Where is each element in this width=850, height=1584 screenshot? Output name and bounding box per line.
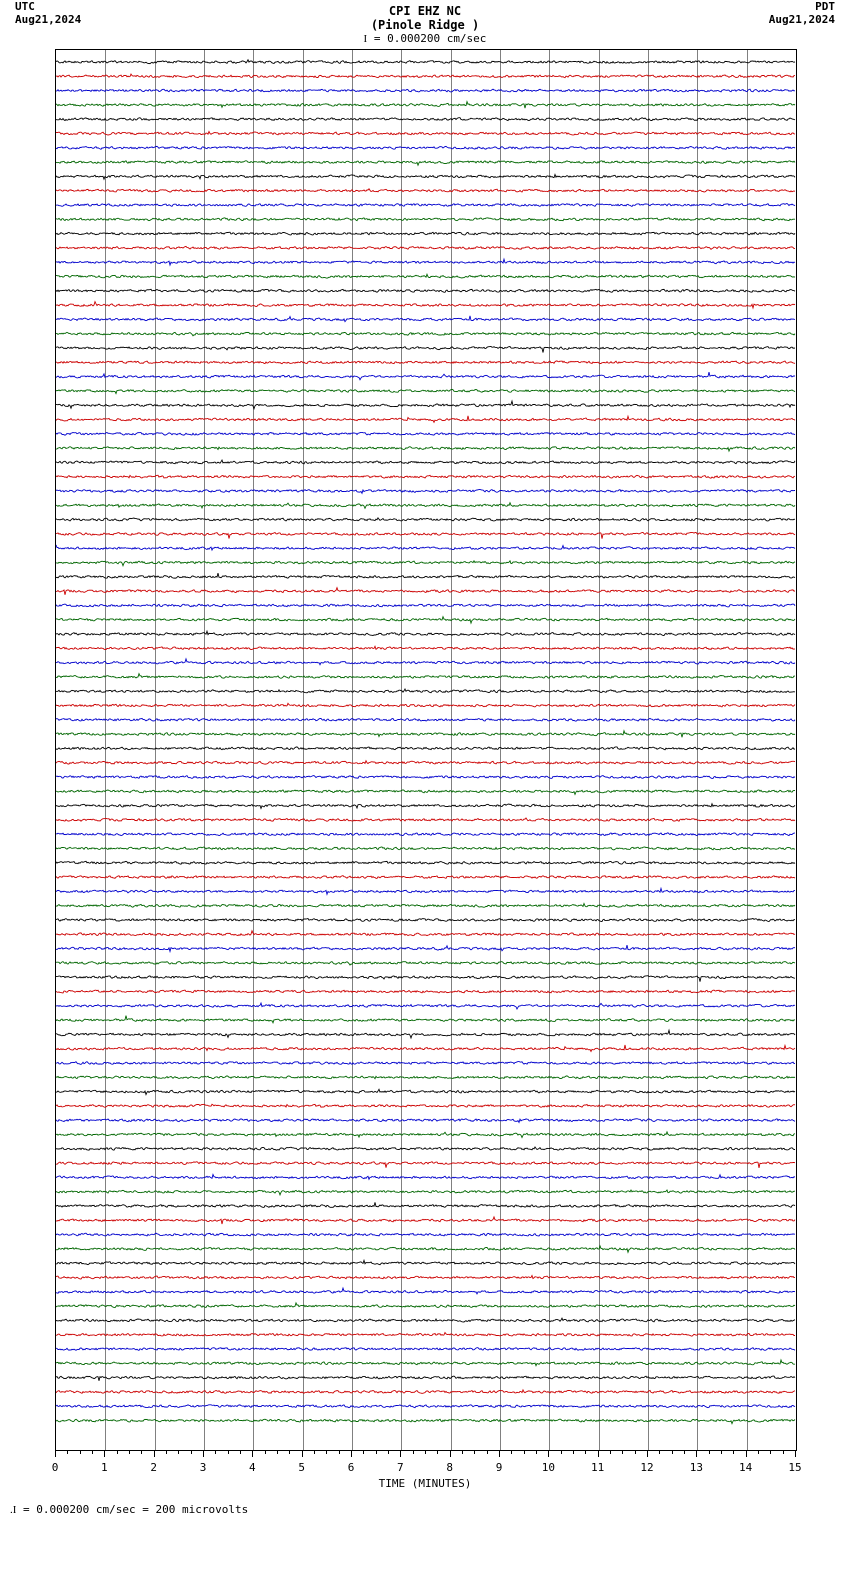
- scale-indicator: I = 0.000200 cm/sec: [0, 32, 850, 45]
- x-tick-label: 13: [690, 1461, 703, 1474]
- x-tick-label: 9: [496, 1461, 503, 1474]
- helicorder-chart: 07:0000:1508:0001:1509:0002:1510:0003:15…: [55, 49, 797, 1451]
- x-tick-label: 8: [446, 1461, 453, 1474]
- x-tick-label: 14: [739, 1461, 752, 1474]
- title-line1: CPI EHZ NC: [371, 4, 479, 18]
- seismogram-container: UTC Aug21,2024 CPI EHZ NC (Pinole Ridge …: [0, 0, 850, 1522]
- footer-scale: .I = 0.000200 cm/sec = 200 microvolts: [0, 1497, 850, 1522]
- x-tick-label: 2: [150, 1461, 157, 1474]
- left-date: Aug21,2024: [15, 13, 81, 26]
- right-tz: PDT: [769, 0, 835, 13]
- x-tick-label: 7: [397, 1461, 404, 1474]
- title-line2: (Pinole Ridge ): [371, 18, 479, 32]
- x-tick-label: 3: [200, 1461, 207, 1474]
- right-date: Aug21,2024: [769, 13, 835, 26]
- left-tz: UTC: [15, 0, 81, 13]
- x-axis-label: TIME (MINUTES): [55, 1451, 795, 1490]
- x-tick-label: 11: [591, 1461, 604, 1474]
- header-row: UTC Aug21,2024 CPI EHZ NC (Pinole Ridge …: [0, 0, 850, 32]
- x-tick-label: 15: [788, 1461, 801, 1474]
- x-tick-label: 4: [249, 1461, 256, 1474]
- x-tick-label: 6: [348, 1461, 355, 1474]
- x-tick-label: 12: [640, 1461, 653, 1474]
- x-tick-label: 0: [52, 1461, 59, 1474]
- x-tick-label: 10: [542, 1461, 555, 1474]
- x-tick-label: 5: [298, 1461, 305, 1474]
- x-axis: TIME (MINUTES) 0123456789101112131415: [55, 1451, 795, 1497]
- x-tick-label: 1: [101, 1461, 108, 1474]
